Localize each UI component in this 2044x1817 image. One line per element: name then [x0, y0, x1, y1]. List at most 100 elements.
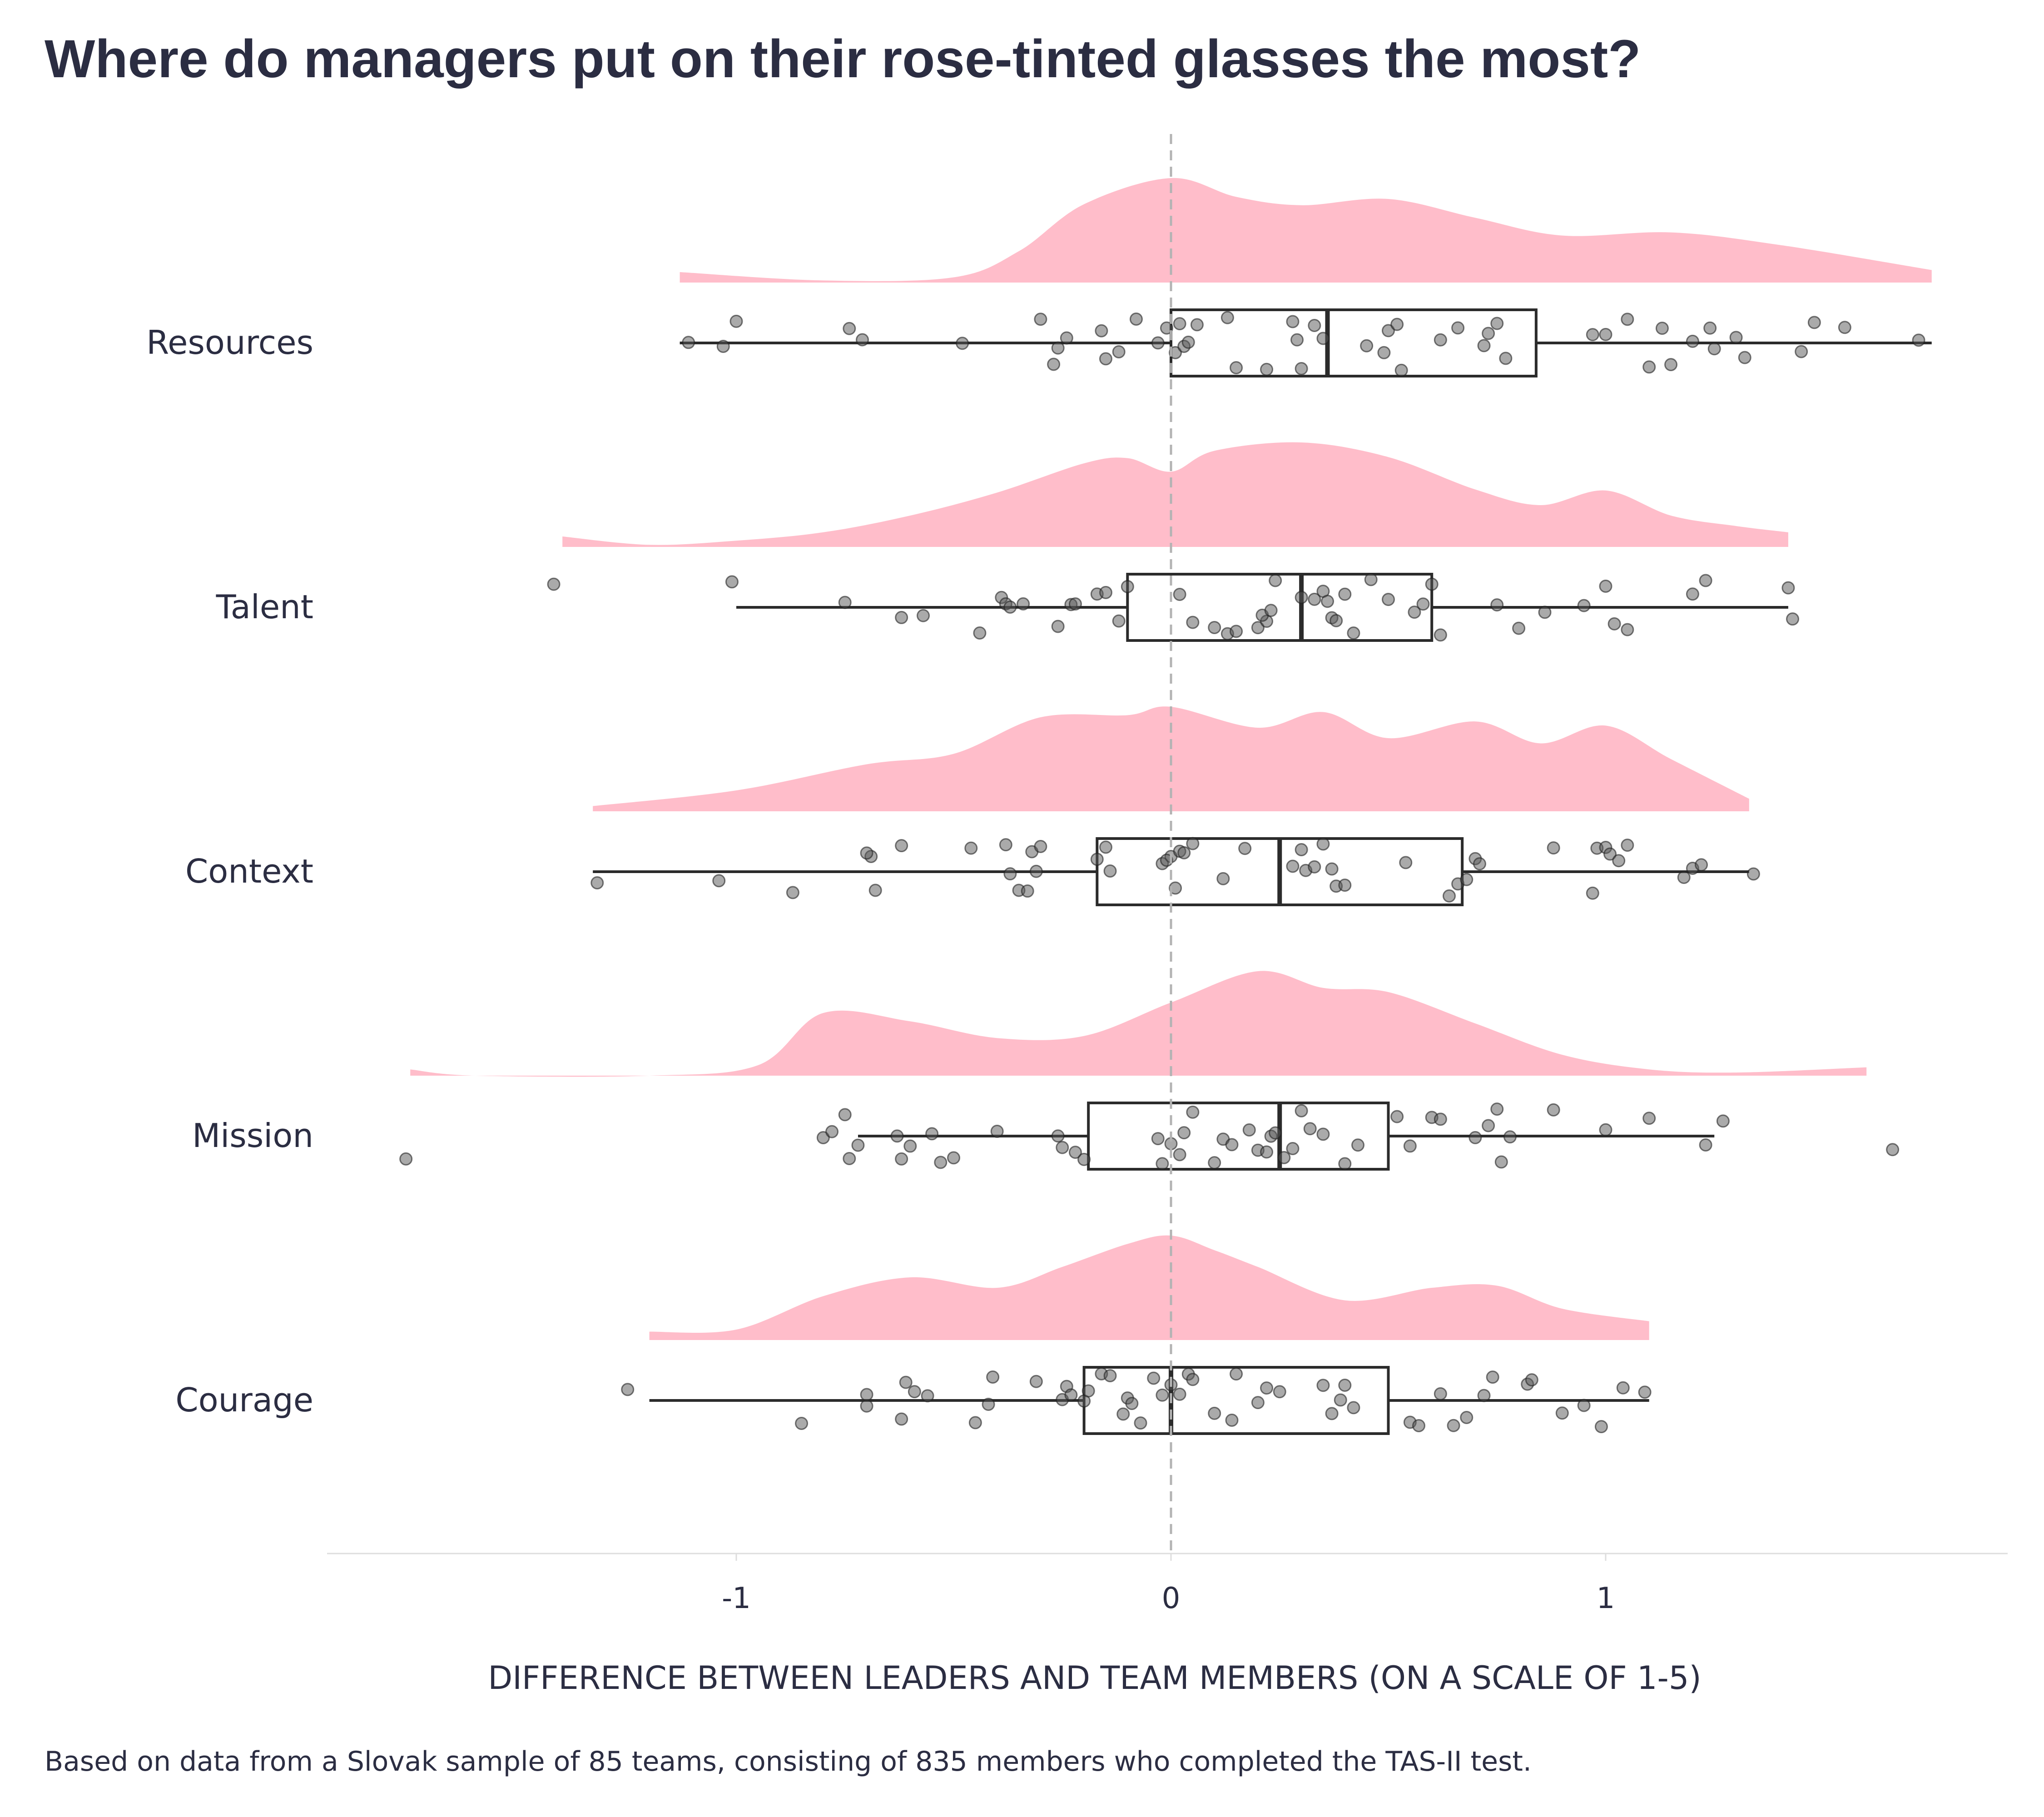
- data-point: [1351, 1138, 1365, 1152]
- data-point: [1095, 324, 1108, 338]
- data-point: [1399, 856, 1413, 869]
- data-point: [1051, 620, 1065, 633]
- box-iqr: [1087, 1102, 1390, 1171]
- data-point: [1225, 1414, 1239, 1427]
- data-point: [1838, 321, 1851, 334]
- category-label: Talent: [216, 588, 313, 626]
- data-point: [1208, 1406, 1221, 1420]
- data-point: [860, 846, 873, 860]
- data-point: [716, 340, 730, 353]
- data-point: [1277, 1151, 1291, 1164]
- data-point: [1325, 862, 1339, 876]
- box-iqr: [1126, 573, 1434, 642]
- data-point: [851, 1138, 865, 1152]
- data-point: [1173, 1148, 1186, 1162]
- data-point: [1147, 1371, 1161, 1385]
- data-point: [1082, 1384, 1095, 1398]
- data-point: [1017, 597, 1030, 611]
- data-point: [1408, 606, 1421, 619]
- category-label: Courage: [175, 1381, 313, 1419]
- data-point: [1251, 1396, 1265, 1410]
- data-point: [1594, 1420, 1608, 1434]
- data-point: [1795, 345, 1808, 358]
- data-point: [1316, 1379, 1330, 1392]
- data-point: [1029, 864, 1043, 878]
- category-label: Context: [185, 852, 313, 890]
- data-point: [1416, 597, 1430, 611]
- data-point: [1003, 600, 1017, 614]
- data-point: [921, 1389, 934, 1403]
- x-tick-label: -1: [722, 1582, 751, 1615]
- data-point: [1208, 1156, 1221, 1170]
- data-point: [1621, 839, 1634, 852]
- data-point: [1434, 1387, 1447, 1400]
- data-point: [1090, 853, 1104, 866]
- data-point: [890, 1129, 904, 1143]
- data-point: [1394, 363, 1408, 377]
- data-point: [1494, 1155, 1508, 1169]
- data-point: [1477, 339, 1491, 352]
- data-point: [1177, 1126, 1191, 1140]
- data-point: [1703, 321, 1717, 335]
- data-point: [1460, 1411, 1473, 1425]
- data-point: [1364, 573, 1378, 586]
- data-point: [1295, 591, 1308, 604]
- data-point: [1260, 1381, 1274, 1395]
- data-point: [1781, 581, 1795, 595]
- data-point: [1308, 318, 1321, 332]
- data-point: [1412, 1419, 1425, 1433]
- data-point: [1347, 626, 1360, 640]
- data-point: [1451, 321, 1465, 335]
- data-point: [621, 1383, 635, 1396]
- data-point: [1655, 322, 1669, 335]
- data-point: [1003, 867, 1017, 881]
- data-point: [1586, 328, 1599, 342]
- data-point: [947, 1151, 960, 1165]
- data-point: [1129, 312, 1143, 326]
- data-point: [856, 333, 869, 347]
- data-point: [1686, 334, 1699, 348]
- data-point: [1156, 1388, 1169, 1402]
- data-point: [1547, 841, 1560, 855]
- data-point: [1068, 597, 1082, 611]
- data-point: [956, 337, 969, 350]
- data-point: [1186, 616, 1200, 629]
- data-point: [1269, 1126, 1282, 1140]
- data-point: [1216, 872, 1230, 885]
- data-point: [1616, 1381, 1630, 1395]
- data-point: [1699, 1138, 1712, 1152]
- data-point: [895, 611, 908, 624]
- data-point: [1169, 346, 1182, 359]
- data-point: [899, 1375, 913, 1389]
- data-point: [1621, 623, 1634, 636]
- data-point: [1677, 870, 1691, 884]
- density-courage: [649, 1235, 1649, 1340]
- data-point: [1047, 357, 1061, 371]
- data-point: [1186, 1105, 1200, 1119]
- data-point: [1360, 339, 1374, 352]
- data-point: [1390, 318, 1404, 331]
- row-resources: Resources: [146, 178, 1932, 377]
- data-point: [1642, 1112, 1656, 1125]
- data-point: [1347, 1401, 1360, 1415]
- x-tick-label: 0: [1162, 1582, 1181, 1615]
- data-point: [843, 1152, 856, 1165]
- data-point: [1064, 1388, 1078, 1402]
- data-point: [1169, 881, 1182, 895]
- data-point: [1425, 577, 1439, 591]
- row-courage: Courage: [175, 1235, 1652, 1435]
- data-point: [1295, 1104, 1308, 1117]
- data-point: [1060, 331, 1073, 345]
- data-point: [895, 1412, 908, 1426]
- data-point: [1230, 361, 1243, 374]
- data-point: [1603, 847, 1617, 861]
- data-point: [1390, 1110, 1404, 1123]
- data-point: [1599, 1123, 1612, 1137]
- data-point: [1173, 317, 1186, 331]
- data-point: [1242, 1123, 1256, 1137]
- row-mission: Mission: [192, 971, 1900, 1171]
- data-point: [729, 314, 743, 328]
- data-point: [1021, 884, 1034, 898]
- data-point: [1886, 1143, 1900, 1157]
- data-point: [1599, 328, 1612, 341]
